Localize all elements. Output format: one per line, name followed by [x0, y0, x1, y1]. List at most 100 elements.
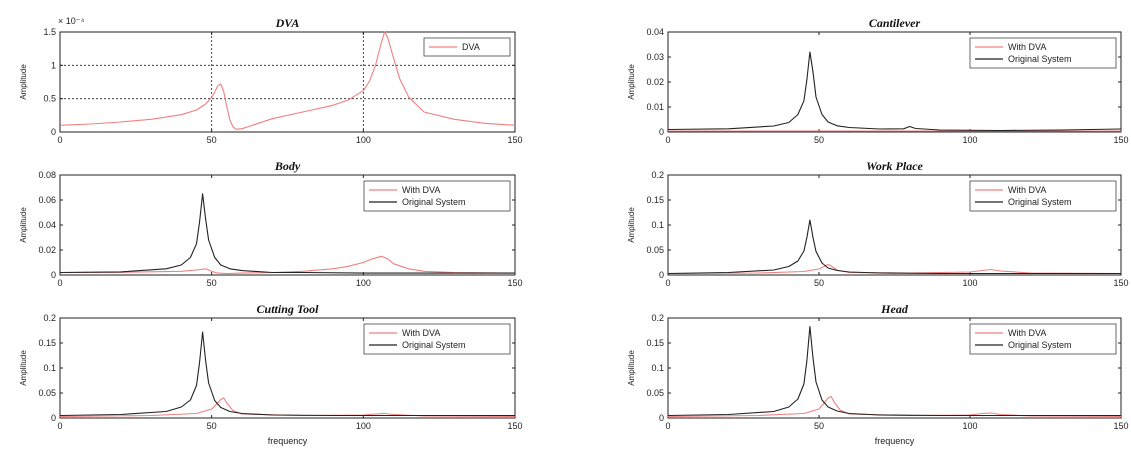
y-tick-label: 0.05	[646, 388, 664, 398]
x-tick-label: 50	[207, 135, 217, 145]
legend-label: Original System	[1008, 340, 1072, 350]
x-tick-label: 150	[507, 421, 522, 431]
legend-label: Original System	[402, 340, 466, 350]
x-tick-label: 100	[962, 421, 977, 431]
y-tick-label: 0.04	[38, 220, 56, 230]
legend-label: Original System	[1008, 54, 1072, 64]
legend-box	[969, 323, 1117, 355]
x-tick-label: 0	[57, 135, 62, 145]
x-tick-label: 150	[1113, 135, 1128, 145]
y-tick-label: 0	[659, 413, 664, 423]
legend: DVA	[423, 37, 511, 57]
y-axis-label: Amplitude	[627, 64, 636, 100]
plot-title: Head	[880, 302, 909, 316]
series-line-original-system	[59, 193, 515, 274]
y-tick-label: 0.05	[646, 245, 664, 255]
y-tick-label: 0.08	[38, 170, 56, 180]
series-line-original-system	[667, 219, 1121, 275]
series-line-dva	[59, 31, 516, 130]
legend-box	[969, 180, 1117, 212]
plot-title: DVA	[275, 16, 300, 30]
legend-label: With DVA	[402, 328, 440, 338]
legend-label: With DVA	[1008, 42, 1046, 52]
x-tick-label: 100	[962, 278, 977, 288]
subplot-cantilever: Cantilever Amplitude 0 50 100 150 0 0.01 0.02 0.0…	[627, 16, 1129, 145]
x-tick-label: 100	[356, 135, 371, 145]
y-tick-label: 0.03	[646, 52, 664, 62]
subplot-body: Body Amplitude 0 50 100 150 0 0.02 0.04 0.06 0.08 W…	[19, 159, 523, 288]
y-tick-label: 0.06	[38, 195, 56, 205]
x-tick-label: 150	[507, 135, 522, 145]
legend-label: DVA	[462, 42, 480, 52]
y-tick-label: 0	[51, 127, 56, 137]
plot-title: Cutting Tool	[257, 302, 320, 316]
y-multiplier: × 10⁻⁴	[58, 16, 85, 26]
y-tick-label: 1.5	[43, 27, 56, 37]
y-axis-label: Amplitude	[19, 350, 28, 386]
y-tick-label: 0.2	[651, 170, 664, 180]
y-tick-label: 0.5	[43, 94, 56, 104]
y-axis-label: Amplitude	[627, 207, 636, 243]
y-tick-label: 0.1	[651, 363, 664, 373]
x-tick-label: 0	[665, 421, 670, 431]
plot-title: Cantilever	[869, 16, 921, 30]
series-line-with-dva	[59, 255, 516, 275]
legend-box	[969, 37, 1117, 69]
y-tick-label: 0.01	[646, 102, 664, 112]
x-tick-label: 50	[207, 421, 217, 431]
x-tick-label: 150	[507, 278, 522, 288]
plot-title: Body	[274, 159, 301, 173]
x-tick-label: 100	[356, 421, 371, 431]
x-tick-label: 0	[57, 421, 62, 431]
x-tick-label: 0	[665, 278, 670, 288]
x-tick-label: 50	[814, 421, 824, 431]
legend-box	[423, 37, 511, 57]
x-tick-label: 50	[207, 278, 217, 288]
legend-label: With DVA	[1008, 328, 1046, 338]
y-tick-label: 0.04	[646, 27, 664, 37]
series-line-original-system	[667, 51, 1122, 132]
legend-label: With DVA	[1008, 185, 1046, 195]
y-tick-label: 0.15	[646, 195, 664, 205]
y-tick-label: 0	[51, 413, 56, 423]
x-tick-label: 0	[57, 278, 62, 288]
y-tick-label: 0	[659, 127, 664, 137]
subplot-head: Head Amplitude frequency 0 50 100 150 0 0.05 0.1 0…	[627, 302, 1129, 446]
y-axis-label: Amplitude	[19, 207, 28, 243]
legend-box	[363, 180, 511, 212]
x-tick-label: 100	[356, 278, 371, 288]
y-axis-label: Amplitude	[19, 64, 28, 100]
subplot-dva: DVA Amplitude × 10⁻⁴ 0 50 100 150 0 0.5 1 1.5 DVA	[19, 16, 523, 145]
legend: With DVA Original System	[969, 180, 1117, 212]
y-tick-label: 0.2	[43, 313, 56, 323]
x-axis-label: frequency	[268, 436, 308, 446]
series-line-with-dva	[59, 397, 516, 418]
series-line-with-dva	[667, 395, 1122, 418]
legend-label: With DVA	[402, 185, 440, 195]
legend: With DVA Original System	[363, 180, 511, 212]
y-tick-label: 0.15	[646, 338, 664, 348]
legend-label: Original System	[1008, 197, 1072, 207]
y-tick-label: 0.02	[38, 245, 56, 255]
legend: With DVA Original System	[363, 323, 511, 355]
y-tick-label: 0.2	[651, 313, 664, 323]
x-tick-label: 100	[962, 135, 977, 145]
y-axis-label: Amplitude	[627, 350, 636, 386]
series-line-original-system	[667, 325, 1121, 417]
legend-box	[363, 323, 511, 355]
y-tick-label: 0.02	[646, 77, 664, 87]
series-line-original-system	[59, 331, 515, 417]
legend: With DVA Original System	[969, 323, 1117, 355]
plot-title: Work Place	[866, 159, 923, 173]
x-tick-label: 0	[665, 135, 670, 145]
subplot-work-place: Work Place Amplitude 0 50 100 150 0 0.05 0.1 0.15…	[627, 159, 1129, 288]
y-tick-label: 0	[51, 270, 56, 280]
legend-label: Original System	[402, 197, 466, 207]
x-axis-label: frequency	[875, 436, 915, 446]
y-tick-label: 1	[51, 60, 56, 70]
subplot-cutting-tool: Cutting Tool Amplitude frequency 0 50 100 150 0…	[19, 302, 523, 446]
y-tick-label: 0.1	[43, 363, 56, 373]
x-tick-label: 50	[814, 135, 824, 145]
x-tick-label: 150	[1113, 278, 1128, 288]
